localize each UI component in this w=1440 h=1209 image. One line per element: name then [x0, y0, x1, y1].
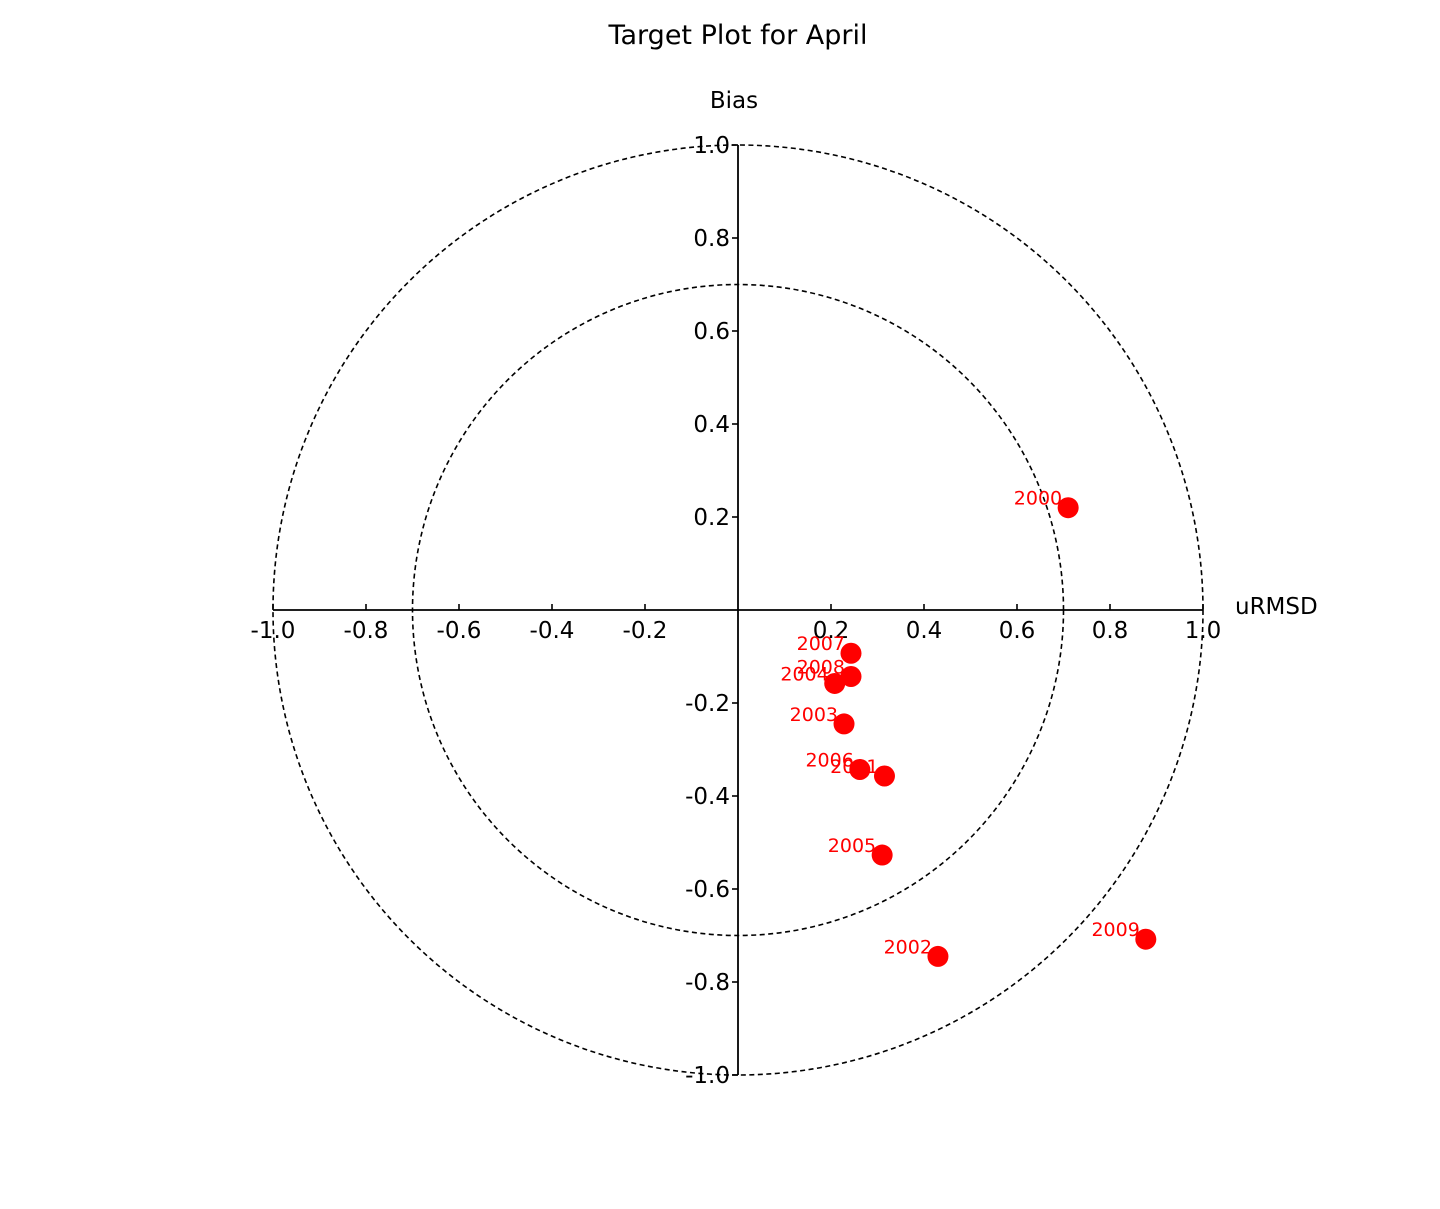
- x-axis-title: uRMSD: [1235, 594, 1318, 620]
- chart-title: Target Plot for April: [607, 20, 867, 51]
- point-marker-2005: [871, 844, 893, 866]
- point-label-2003: 2003: [790, 704, 838, 726]
- y-axis-title: Bias: [710, 88, 758, 114]
- point-marker-2007: [840, 642, 862, 664]
- x-tick-label: -0.2: [623, 618, 668, 644]
- x-tick-label: -0.4: [530, 618, 575, 644]
- point-marker-2002: [927, 945, 949, 967]
- y-tick-label: -0.6: [685, 877, 730, 903]
- x-tick-label: -0.8: [344, 618, 389, 644]
- y-tick-label: -0.4: [685, 784, 730, 810]
- y-tick-label: 0.8: [693, 226, 730, 252]
- y-tick-label: 1.0: [693, 133, 730, 159]
- y-tick-label: -1.0: [685, 1063, 730, 1089]
- x-tick-label: 0.6: [999, 618, 1036, 644]
- x-tick-label: 0.2: [813, 618, 850, 644]
- point-label-2006: 2006: [805, 749, 853, 771]
- point-marker-2006: [849, 758, 871, 780]
- y-tick-label: -0.8: [685, 970, 730, 996]
- point-marker-2000: [1057, 497, 1079, 519]
- point-label-2002: 2002: [884, 936, 932, 958]
- point-marker-2008: [840, 665, 862, 687]
- x-tick-label: 0.8: [1092, 618, 1129, 644]
- point-marker-2009: [1135, 928, 1157, 950]
- y-tick-label: 0.6: [693, 319, 730, 345]
- x-tick-label: -0.6: [437, 618, 482, 644]
- point-marker-2003: [833, 713, 855, 735]
- point-label-2000: 2000: [1014, 488, 1062, 510]
- y-tick-label: 0.2: [693, 505, 730, 531]
- point-marker-2001: [873, 765, 895, 787]
- tick-labels: -1.0 -0.8 -0.6 -0.4 -0.2 0.2 0.4 0.6 0.8 1.0 1.0 0.…: [251, 133, 1222, 1089]
- y-tick-label: -0.2: [685, 691, 730, 717]
- point-label-2007: 2007: [797, 633, 845, 655]
- axes: [273, 145, 1203, 1075]
- data-points: 2000200120022003200420052006200720082009: [780, 488, 1157, 967]
- x-tick-label: 1.0: [1185, 618, 1222, 644]
- x-tick-label: -1.0: [251, 618, 296, 644]
- point-label-2005: 2005: [828, 835, 876, 857]
- x-tick-label: 0.4: [906, 618, 943, 644]
- point-label-2008: 2008: [797, 656, 845, 678]
- point-marker-2004: [824, 672, 846, 694]
- point-label-2004: 2004: [780, 663, 828, 685]
- point-label-2009: 2009: [1091, 919, 1139, 941]
- y-tick-label: 0.4: [693, 412, 730, 438]
